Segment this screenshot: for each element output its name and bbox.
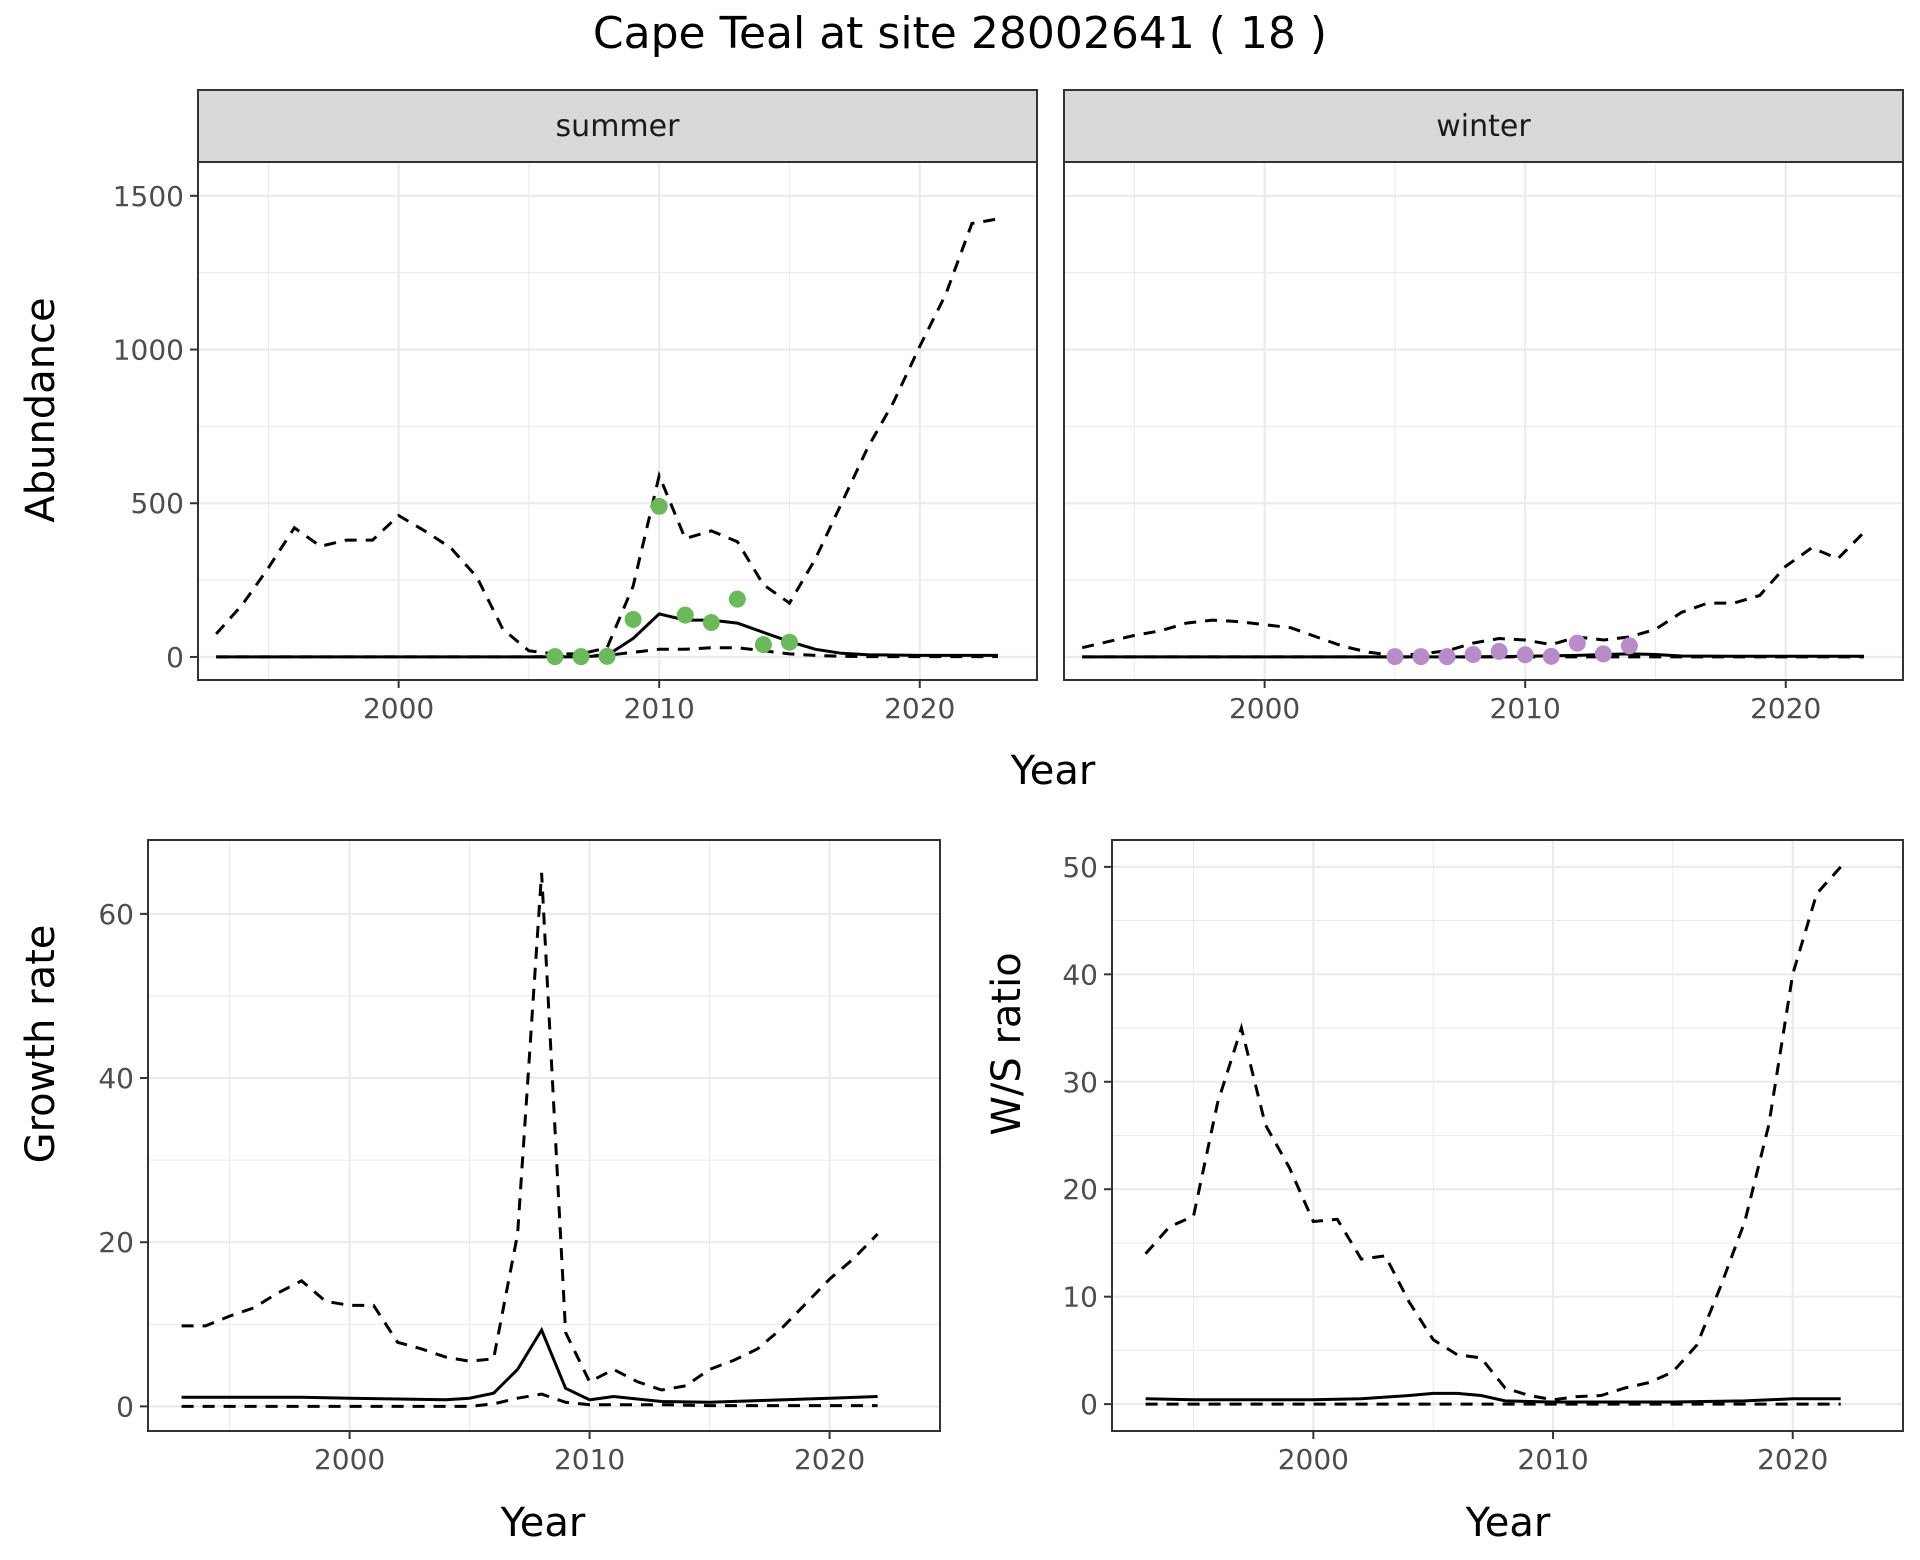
observed-count-point (676, 606, 694, 624)
abundance-y-axis-label: Abundance (18, 297, 64, 522)
panel-summer: 2000 2010 2020 0 500 1000 1500 summer (113, 89, 1038, 725)
observed-count-point (1412, 648, 1430, 666)
chart-title: Cape Teal at site 28002641 ( 18 ) (593, 8, 1327, 59)
ratio-y-axis-label: W/S ratio (984, 952, 1030, 1135)
upper-bound-line (181, 872, 879, 1392)
x-tick-label: 2020 (1757, 1443, 1828, 1476)
estimate-line (181, 1326, 878, 1404)
panel-ws-ratio: 2000 2010 2020 0 10 20 30 40 50 (1062, 839, 1904, 1476)
observed-count-point (624, 610, 642, 628)
facet-strip-label: winter (1436, 109, 1531, 144)
growth-x-axis-label: Year (500, 1500, 586, 1546)
x-tick-label: 2010 (1517, 1443, 1588, 1476)
observed-count-point (1464, 645, 1482, 663)
observed-count-point (728, 590, 746, 608)
facet-strip (197, 89, 1038, 163)
panel-border (147, 839, 941, 1432)
abundance-x-axis-label: Year (1010, 748, 1096, 794)
y-tick-label: 60 (98, 898, 134, 931)
x-tick-label: 2000 (363, 692, 434, 725)
upper-bound-line (1081, 531, 1865, 657)
x-tick-label: 2020 (1750, 692, 1821, 725)
y-tick-label: 1000 (113, 334, 184, 367)
facet-strip (1063, 89, 1904, 163)
panel-winter: 2000 2010 2020 winter (1063, 89, 1904, 725)
observed-count-point (1568, 634, 1586, 652)
y-tick-label: 0 (1080, 1388, 1098, 1421)
observed-count-point (1620, 637, 1638, 655)
x-tick-label: 2020 (794, 1443, 865, 1476)
y-tick-label: 10 (1062, 1281, 1098, 1314)
panel-border (197, 161, 1038, 681)
observed-count-point (780, 633, 798, 651)
lower-bound-line (181, 1392, 878, 1408)
panel-border (1063, 161, 1904, 681)
x-tick-label: 2010 (554, 1443, 625, 1476)
growth-y-axis-label: Growth rate (18, 925, 64, 1164)
upper-bound-line (215, 217, 999, 656)
estimate-line (1145, 1391, 1841, 1404)
y-tick-label: 1500 (113, 180, 184, 213)
estimate-line (216, 612, 998, 659)
y-tick-label: 30 (1062, 1066, 1098, 1099)
x-tick-label: 2000 (314, 1443, 385, 1476)
observed-count-point (1542, 647, 1560, 665)
observed-count-point (1438, 648, 1456, 666)
observed-count-point (1594, 645, 1612, 663)
panel-border (1111, 839, 1904, 1432)
x-tick-label: 2000 (1278, 1443, 1349, 1476)
observed-count-point (1490, 642, 1508, 660)
observed-count-point (1516, 646, 1534, 664)
observed-count-point (1386, 648, 1404, 666)
y-tick-label: 0 (166, 641, 184, 674)
panel-growth-rate: 2000 2010 2020 0 20 40 60 (98, 839, 941, 1476)
observed-count-point (650, 497, 668, 515)
y-tick-label: 20 (1062, 1173, 1098, 1206)
y-tick-label: 0 (116, 1390, 134, 1423)
facet-strip-label: summer (556, 109, 681, 144)
observed-count-point (572, 648, 590, 666)
x-tick-label: 2020 (884, 692, 955, 725)
y-tick-label: 50 (1062, 851, 1098, 884)
y-tick-label: 40 (98, 1062, 134, 1095)
x-tick-label: 2010 (624, 692, 695, 725)
observed-count-point (546, 648, 564, 666)
y-tick-label: 40 (1062, 958, 1098, 991)
y-tick-label: 20 (98, 1226, 134, 1259)
ratio-x-axis-label: Year (1465, 1500, 1551, 1546)
observed-count-point (598, 647, 616, 665)
observed-count-point (702, 614, 720, 632)
x-tick-label: 2000 (1229, 692, 1300, 725)
upper-bound-line (1144, 865, 1842, 1402)
x-tick-label: 2010 (1490, 692, 1561, 725)
observed-count-point (754, 636, 772, 654)
y-tick-label: 500 (131, 487, 184, 520)
